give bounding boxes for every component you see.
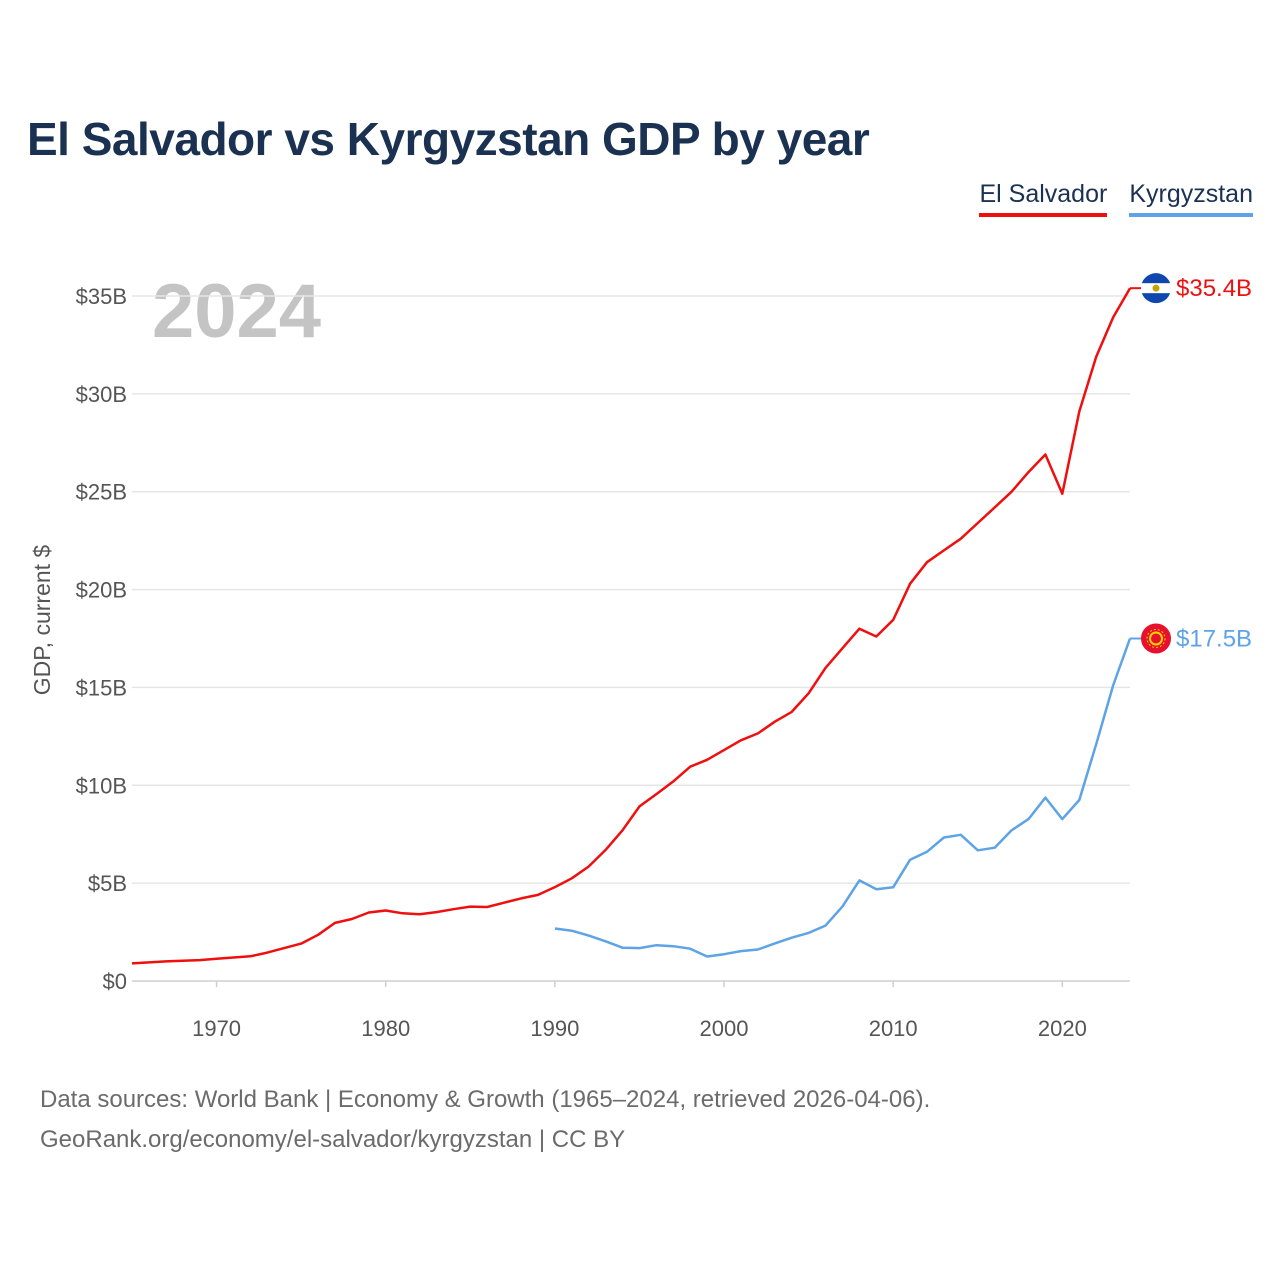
footer: Data sources: World Bank | Economy & Gro… [40, 1080, 930, 1160]
y-tick-label: $0 [103, 969, 127, 994]
attribution-link[interactable]: GeoRank.org/economy/el-salvador/kyrgyzst… [40, 1126, 626, 1153]
x-tick-label: 1970 [192, 1016, 241, 1041]
y-tick-label: $20B [76, 578, 127, 603]
chart-title: El Salvador vs Kyrgyzstan GDP by year [27, 113, 870, 165]
x-tick-label: 1980 [361, 1016, 410, 1041]
y-tick-label: $35B [76, 284, 127, 309]
legend-item-kyrgyzstan[interactable]: Kyrgyzstan [1129, 180, 1253, 217]
x-tick-label: 2010 [869, 1016, 918, 1041]
x-tick-label: 1990 [530, 1016, 579, 1041]
flag-icon-el-salvador [1141, 273, 1171, 304]
flag-sun [1149, 631, 1163, 646]
source-note: Data sources: World Bank | Economy & Gro… [40, 1086, 931, 1113]
x-axis-ticks: 1970 1980 1990 2000 2010 2020 [192, 1016, 1087, 1041]
end-markers: $35.4B $17.5B [1130, 273, 1252, 654]
end-value-label: $35.4B [1176, 275, 1252, 302]
x-tick-label: 2020 [1038, 1016, 1087, 1041]
y-tick-label: $5B [88, 871, 127, 896]
flag-bg [1141, 623, 1171, 654]
end-value-label: $17.5B [1176, 626, 1252, 653]
y-tick-label: $25B [76, 480, 127, 505]
gdp-line-chart: $0$5B$10B$15B$20B$25B$30B$35B 1970 1980 19… [29, 273, 1252, 1041]
series-line-el-salvador [131, 287, 1132, 965]
grid-lines [132, 295, 1130, 987]
y-tick-label: $10B [76, 773, 127, 798]
legend: El Salvador Kyrgyzstan [979, 180, 1253, 217]
y-axis-ticks: $0 $5B $10B $15B $20B $25B $30B $35B [76, 284, 127, 994]
year-watermark: 2024 [152, 269, 322, 354]
y-tick-label: $30B [76, 382, 127, 407]
x-tick-label: 2000 [700, 1016, 749, 1041]
flag-emblem [1152, 284, 1160, 292]
flag-icon-kyrgyzstan [1141, 623, 1171, 654]
legend-item-el-salvador[interactable]: El Salvador [979, 180, 1108, 217]
y-axis-label: GDP, current $ [29, 545, 55, 696]
flag-rays [1146, 629, 1166, 648]
series-line-kyrgyzstan [554, 638, 1132, 958]
series-lines [131, 287, 1132, 965]
y-tick-label: $15B [76, 675, 127, 700]
